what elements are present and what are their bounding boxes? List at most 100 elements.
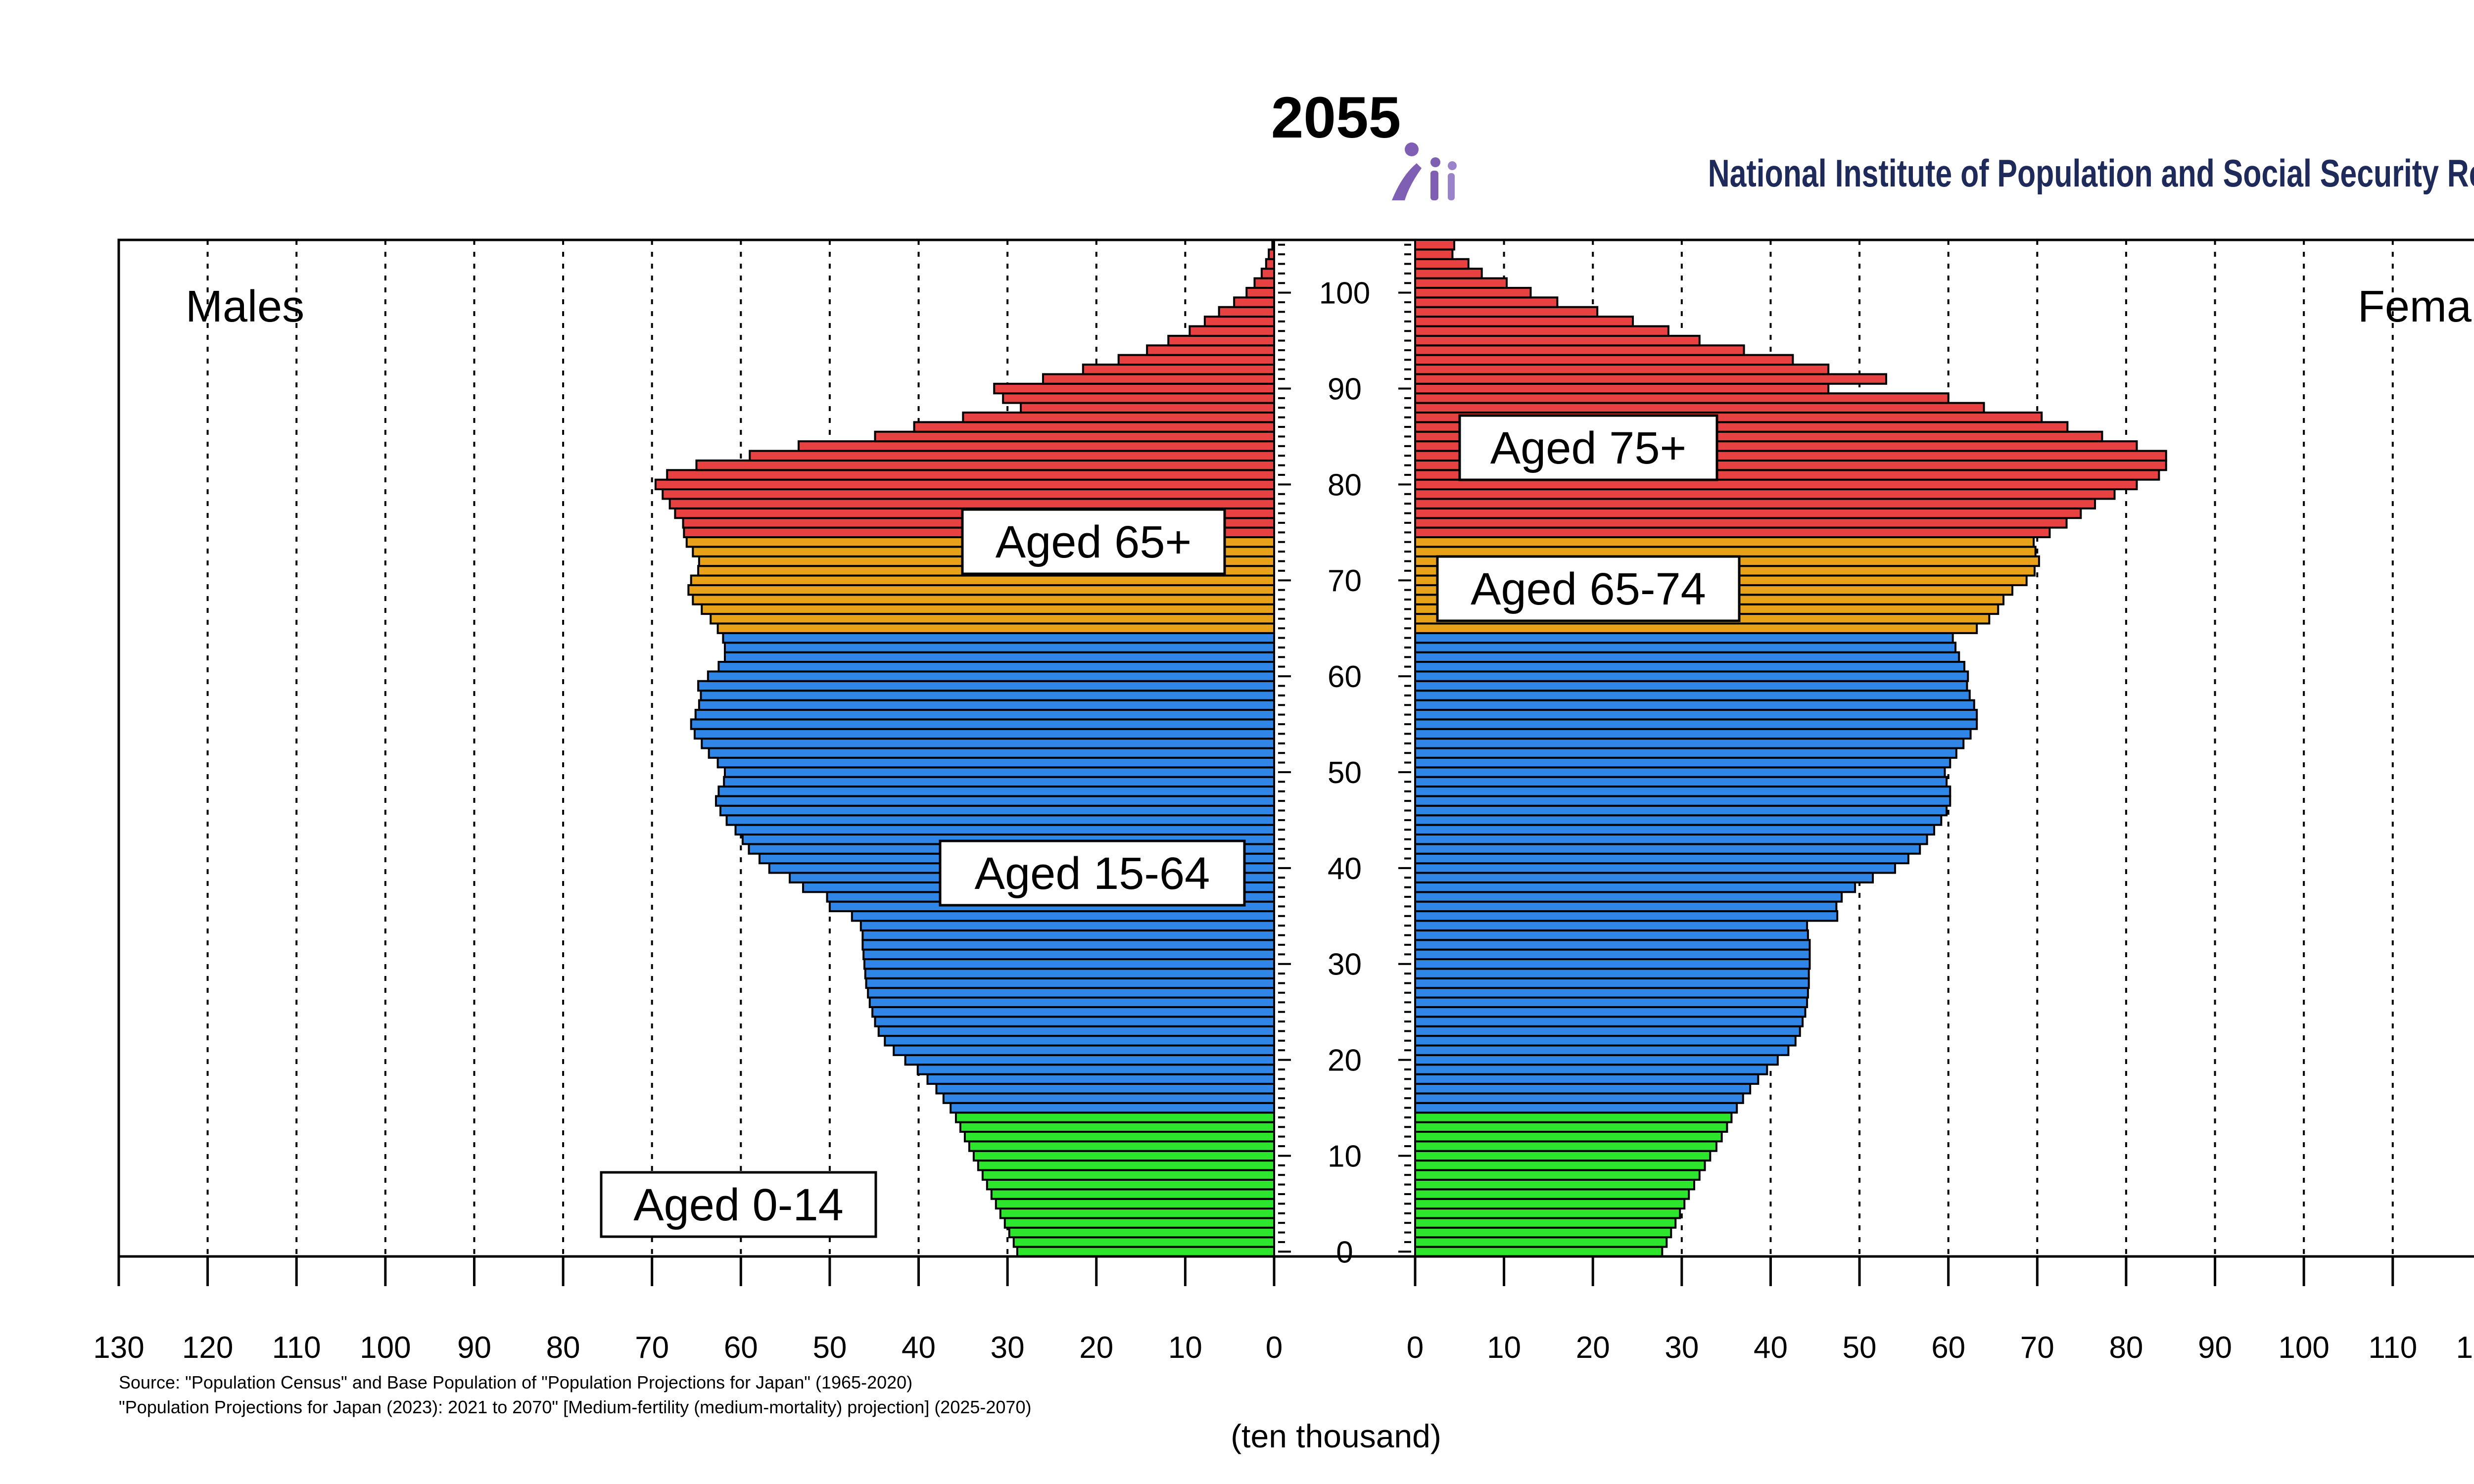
female-bar-age-21 — [1414, 1044, 1790, 1056]
male-bar-age-35 — [851, 910, 1275, 922]
ipss-logo-icon — [1392, 142, 1457, 200]
age-tick-label: 70 — [1328, 564, 1362, 598]
female-bar-age-19 — [1414, 1064, 1768, 1075]
female-bar-age-17 — [1414, 1083, 1752, 1095]
male-bar-age-34 — [859, 920, 1275, 931]
female-bar-age-13 — [1414, 1121, 1728, 1133]
male-bar-age-49 — [723, 776, 1275, 788]
age-tick-label: 100 — [1319, 277, 1370, 311]
male-bar-age-99 — [1233, 296, 1276, 308]
male-bar-age-61 — [717, 661, 1275, 673]
x-tick-label: 50 — [812, 1331, 847, 1365]
male-bar-age-95 — [1167, 334, 1276, 347]
x-tick-label: 70 — [635, 1331, 669, 1365]
female-bar-age-42 — [1414, 843, 1921, 855]
female-bar-age-77 — [1414, 507, 2082, 519]
male-bar-age-63 — [723, 642, 1275, 653]
female-bar-age-95 — [1414, 334, 1701, 347]
male-bar-age-54 — [693, 728, 1275, 740]
female-bar-age-47 — [1414, 795, 1951, 807]
male-bar-age-16 — [942, 1092, 1276, 1104]
male-bar-age-33 — [861, 929, 1275, 941]
female-bar-age-29 — [1414, 968, 1810, 979]
female-bar-age-1 — [1414, 1236, 1668, 1248]
male-bar-age-2 — [1008, 1226, 1275, 1239]
x-tick-label: 40 — [1754, 1331, 1788, 1365]
male-bar-age-62 — [723, 651, 1275, 663]
male-bar-age-11 — [968, 1140, 1275, 1152]
female-bar-age-2 — [1414, 1226, 1672, 1239]
male-bar-age-21 — [893, 1044, 1275, 1056]
x-tick-label: 80 — [546, 1331, 580, 1365]
group-label-box — [939, 839, 1246, 907]
female-bar-age-36 — [1414, 900, 1838, 913]
age-tick-label: 50 — [1328, 756, 1362, 790]
female-bar-age-24 — [1414, 1016, 1804, 1027]
female-bar-age-9 — [1414, 1159, 1706, 1171]
female-bar-age-5 — [1414, 1198, 1686, 1210]
female-bar-age-88 — [1414, 402, 1985, 414]
female-bar-age-79 — [1414, 488, 2116, 500]
male-bar-age-98 — [1218, 306, 1275, 318]
male-bar-age-56 — [694, 708, 1275, 721]
female-bar-age-22 — [1414, 1035, 1797, 1047]
x-tick-label: 10 — [1487, 1331, 1521, 1365]
x-tick-label: 110 — [2368, 1331, 2417, 1365]
source-note: Source: "Population Census" and Base Pop… — [119, 1370, 1031, 1420]
male-bar-age-12 — [963, 1130, 1275, 1143]
female-bar-age-57 — [1414, 699, 1975, 711]
female-bar-age-16 — [1414, 1092, 1744, 1104]
female-bar-age-20 — [1414, 1054, 1779, 1066]
male-bar-age-94 — [1146, 344, 1275, 356]
group-label-box — [600, 1171, 877, 1238]
male-bar-age-60 — [707, 670, 1275, 682]
male-bar-age-44 — [734, 824, 1275, 835]
male-bar-age-92 — [1082, 364, 1275, 375]
male-bar-age-13 — [959, 1121, 1275, 1133]
male-bar-age-104 — [1268, 248, 1276, 260]
group-label-box — [1436, 555, 1741, 622]
male-bar-age-3 — [1003, 1217, 1275, 1229]
female-bar-age-38 — [1414, 881, 1856, 893]
male-bar-age-67 — [701, 603, 1275, 615]
male-bar-age-87 — [962, 411, 1276, 423]
female-bar-age-8 — [1414, 1169, 1701, 1181]
x-tick-label: 0 — [1407, 1331, 1424, 1365]
male-bar-age-78 — [668, 498, 1275, 510]
female-bar-age-92 — [1414, 364, 1830, 375]
x-tick-label: 90 — [2198, 1331, 2232, 1365]
male-bar-age-47 — [715, 795, 1275, 807]
female-bar-age-59 — [1414, 680, 1968, 692]
x-tick-label: 30 — [991, 1331, 1025, 1365]
female-bar-age-75 — [1414, 526, 2051, 538]
male-bar-age-48 — [717, 786, 1275, 797]
male-bar-age-46 — [719, 804, 1275, 817]
female-bar-age-27 — [1414, 987, 1809, 999]
x-tick-label: 120 — [182, 1331, 233, 1365]
female-bar-age-12 — [1414, 1130, 1723, 1143]
female-bar-age-53 — [1414, 738, 1965, 749]
male-bar-age-29 — [864, 968, 1276, 979]
female-bar-age-0 — [1414, 1246, 1664, 1258]
female-bar-age-97 — [1414, 316, 1634, 327]
male-bar-age-25 — [871, 1006, 1275, 1018]
female-bar-age-18 — [1414, 1073, 1760, 1085]
female-bar-age-48 — [1414, 786, 1951, 797]
male-bar-age-105 — [1271, 239, 1276, 251]
x-tick-label: 80 — [2109, 1331, 2143, 1365]
male-bar-age-9 — [977, 1159, 1275, 1171]
male-bar-age-26 — [868, 996, 1275, 1008]
male-bar-age-1 — [1012, 1236, 1275, 1248]
x-tick-label: 0 — [1266, 1331, 1283, 1365]
x-tick-label: 100 — [360, 1331, 411, 1365]
male-bar-age-65 — [716, 622, 1275, 634]
group-label: Aged 15-64 — [975, 848, 1210, 899]
female-bar-age-32 — [1414, 939, 1811, 951]
x-tick-label: 130 — [93, 1331, 144, 1365]
female-bar-age-52 — [1414, 747, 1957, 759]
male-bar-age-19 — [916, 1064, 1275, 1075]
female-bar-age-39 — [1414, 872, 1874, 883]
male-bar-age-80 — [654, 478, 1275, 491]
male-bar-age-89 — [1002, 392, 1275, 404]
male-bar-age-10 — [972, 1150, 1275, 1162]
